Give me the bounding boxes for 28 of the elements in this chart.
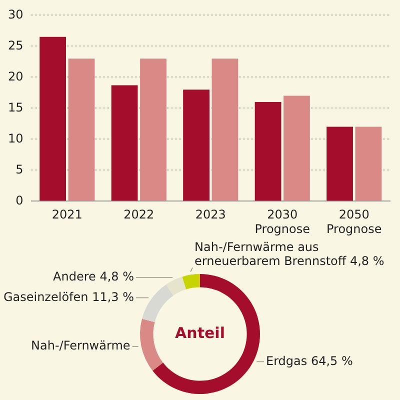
y-tick-label: 0 [16, 193, 24, 208]
slice-label: Erdgas 64,5 % [266, 354, 353, 368]
bar [284, 96, 310, 201]
slice-label: Andere 4,8 % [53, 269, 134, 284]
x-tick-label: 2022 [124, 208, 154, 222]
bar [326, 126, 353, 201]
bar [355, 126, 382, 201]
y-tick-label: 15 [8, 100, 24, 114]
y-tick-label: 5 [16, 162, 24, 176]
y-tick-label: 30 [8, 7, 24, 22]
bar [40, 36, 66, 201]
x-tick-label: 2050 Prognose [326, 208, 382, 236]
x-tick-label: 2030 Prognose [254, 208, 310, 236]
x-tick-label: 2021 [52, 208, 82, 222]
bar [68, 58, 95, 201]
x-tick-label: 2023 [195, 208, 226, 222]
text: Anteil [175, 324, 225, 342]
slice-label: Nah-/Fernwärme [31, 338, 130, 353]
bar [212, 58, 238, 201]
slice-label: Gaseinzelöfen 11,3 % [3, 290, 134, 304]
bar [254, 102, 282, 201]
y-tick-label: 10 [8, 131, 24, 146]
y-tick-label: 25 [8, 38, 24, 52]
bar [111, 85, 138, 201]
slice-label: Nah-/Fernwärme aus erneuerbarem Brennstoff 4,8 % [194, 240, 384, 268]
bar [140, 58, 166, 201]
bar [183, 90, 210, 201]
y-tick-label: 20 [8, 69, 24, 84]
